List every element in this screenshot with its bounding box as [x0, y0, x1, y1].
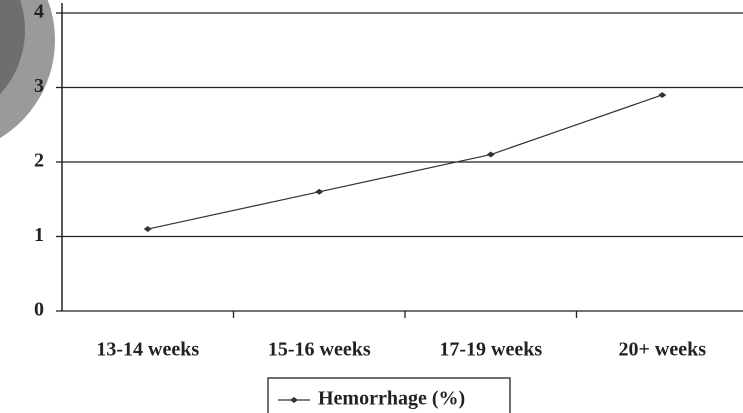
y-tick-label: 1 — [34, 224, 44, 246]
x-tick-label: 20+ weeks — [619, 339, 707, 361]
point — [315, 188, 324, 195]
y-tick-label: 3 — [34, 75, 44, 97]
decoration — [0, 0, 55, 139]
line — [147, 94, 663, 230]
y-tick-label: 0 — [34, 299, 44, 321]
y-tick-label: 2 — [34, 150, 44, 172]
decor-circle — [0, 0, 25, 95]
legend-box — [267, 377, 511, 413]
point — [486, 151, 495, 158]
x-tick-label: 17-19 weeks — [439, 339, 542, 361]
y-tick-label: 4 — [34, 1, 44, 23]
point — [143, 226, 152, 233]
legend-label: Hemorrhage (%) — [318, 388, 465, 410]
x-tick-label: 15-16 weeks — [268, 339, 371, 361]
x-tick-label: 13-14 weeks — [96, 339, 199, 361]
legend-marker — [290, 397, 298, 403]
point — [658, 91, 667, 98]
